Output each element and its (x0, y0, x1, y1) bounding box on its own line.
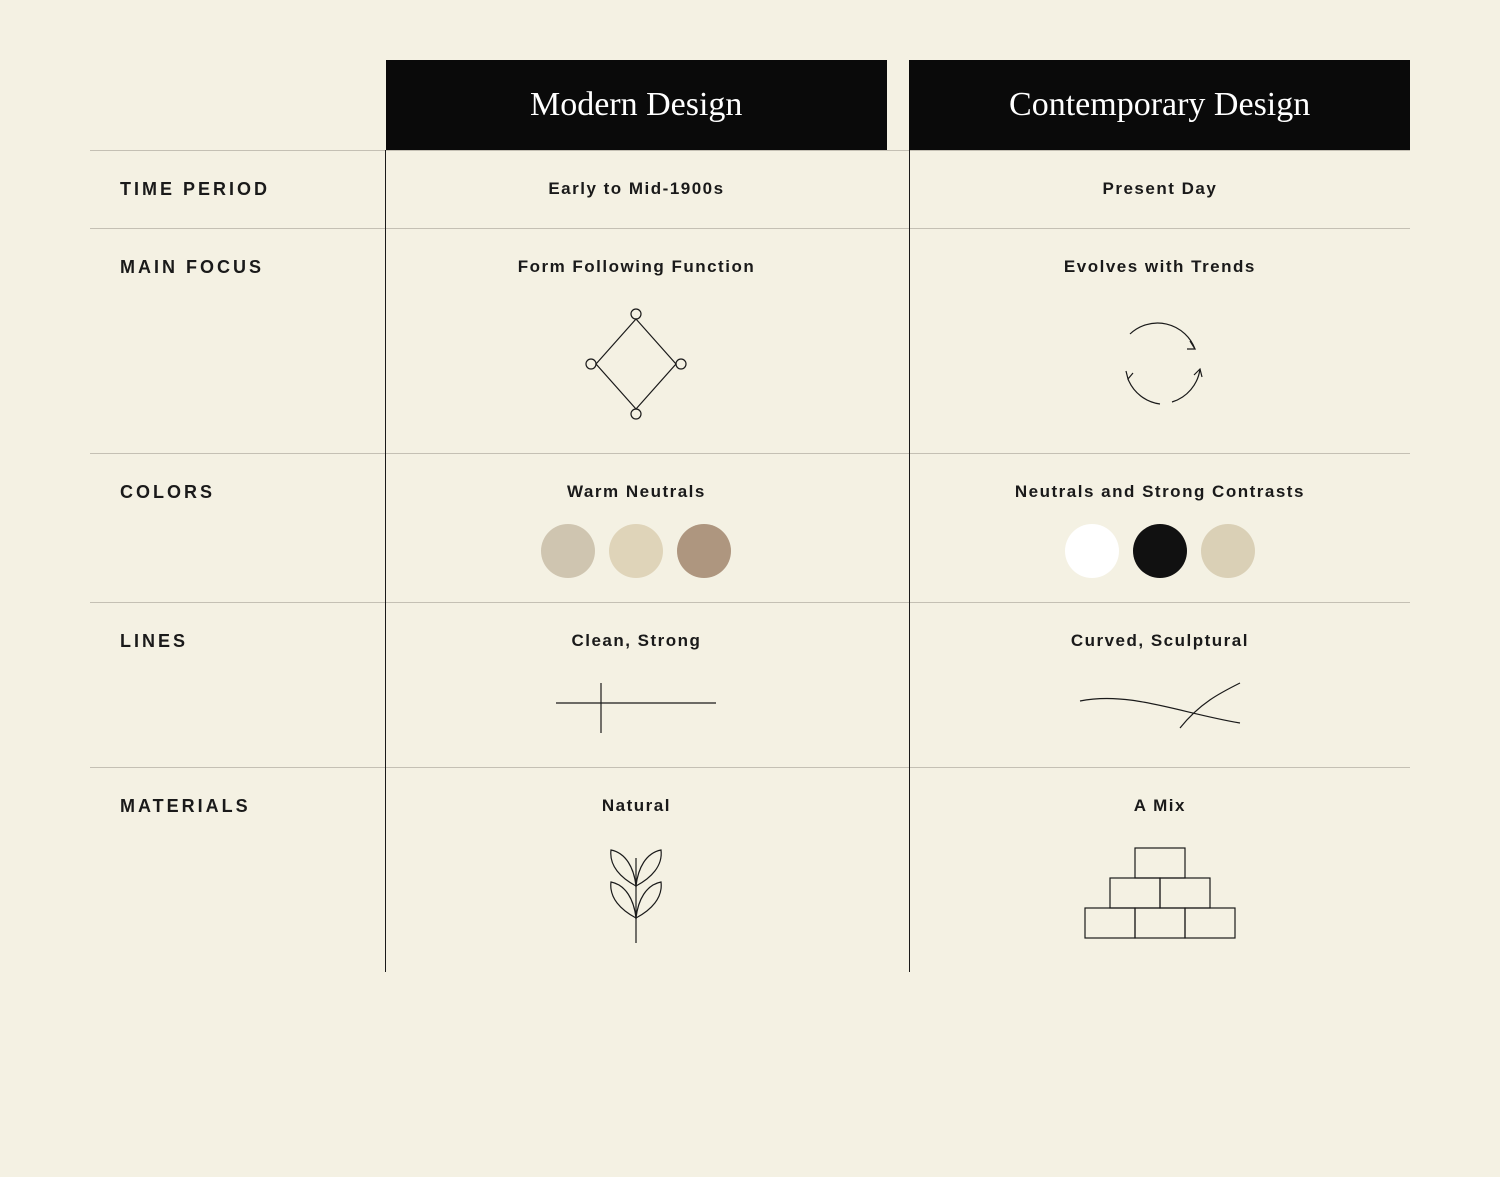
value-text: Present Day (930, 179, 1390, 199)
cycle-arrows-icon (930, 299, 1390, 429)
cell-materials-c2: A Mix (909, 767, 1410, 972)
swatches-c2 (930, 524, 1390, 578)
value-text: Warm Neutrals (406, 482, 866, 502)
header-col1: Modern Design (386, 60, 887, 150)
row-materials: MATERIALS Natural A Mix (90, 767, 1410, 972)
value-text: Form Following Function (406, 257, 866, 277)
cell-lines-c2: Curved, Sculptural (909, 602, 1410, 767)
swatch (541, 524, 595, 578)
value-text: Evolves with Trends (930, 257, 1390, 277)
value-text: A Mix (930, 796, 1390, 816)
value-text: Early to Mid-1900s (406, 179, 866, 199)
value-text: Neutrals and Strong Contrasts (930, 482, 1390, 502)
swatch (1065, 524, 1119, 578)
swatch (1201, 524, 1255, 578)
label-lines: LINES (90, 602, 386, 767)
cell-time-period-c1: Early to Mid-1900s (386, 150, 887, 228)
curve-cross-icon (930, 673, 1390, 743)
swatch (677, 524, 731, 578)
plant-icon (406, 838, 866, 948)
value-text: Clean, Strong (406, 631, 866, 651)
value-text: Curved, Sculptural (930, 631, 1390, 651)
row-main-focus: MAIN FOCUS Form Following Function Evolv… (90, 228, 1410, 453)
row-time-period: TIME PERIOD Early to Mid-1900s Present D… (90, 150, 1410, 228)
header-empty (90, 60, 386, 150)
row-lines: LINES Clean, Strong Curved, Sculptural (90, 602, 1410, 767)
cell-colors-c2: Neutrals and Strong Contrasts (909, 453, 1410, 602)
cell-main-focus-c1: Form Following Function (386, 228, 887, 453)
label-time-period: TIME PERIOD (90, 150, 386, 228)
value-text: Natural (406, 796, 866, 816)
label-colors: COLORS (90, 453, 386, 602)
cell-colors-c1: Warm Neutrals (386, 453, 887, 602)
label-materials: MATERIALS (90, 767, 386, 972)
cell-materials-c1: Natural (386, 767, 887, 972)
header-col2: Contemporary Design (909, 60, 1410, 150)
cell-lines-c1: Clean, Strong (386, 602, 887, 767)
cross-line-icon (406, 673, 866, 743)
cell-time-period-c2: Present Day (909, 150, 1410, 228)
diamond-nodes-icon (406, 299, 866, 429)
cell-main-focus-c2: Evolves with Trends (909, 228, 1410, 453)
swatch (609, 524, 663, 578)
comparison-table: Modern Design Contemporary Design TIME P… (90, 60, 1410, 972)
label-main-focus: MAIN FOCUS (90, 228, 386, 453)
header-row: Modern Design Contemporary Design (90, 60, 1410, 150)
row-colors: COLORS Warm Neutrals Neutrals and Strong… (90, 453, 1410, 602)
swatch (1133, 524, 1187, 578)
bricks-icon (930, 838, 1390, 948)
swatches-c1 (406, 524, 866, 578)
